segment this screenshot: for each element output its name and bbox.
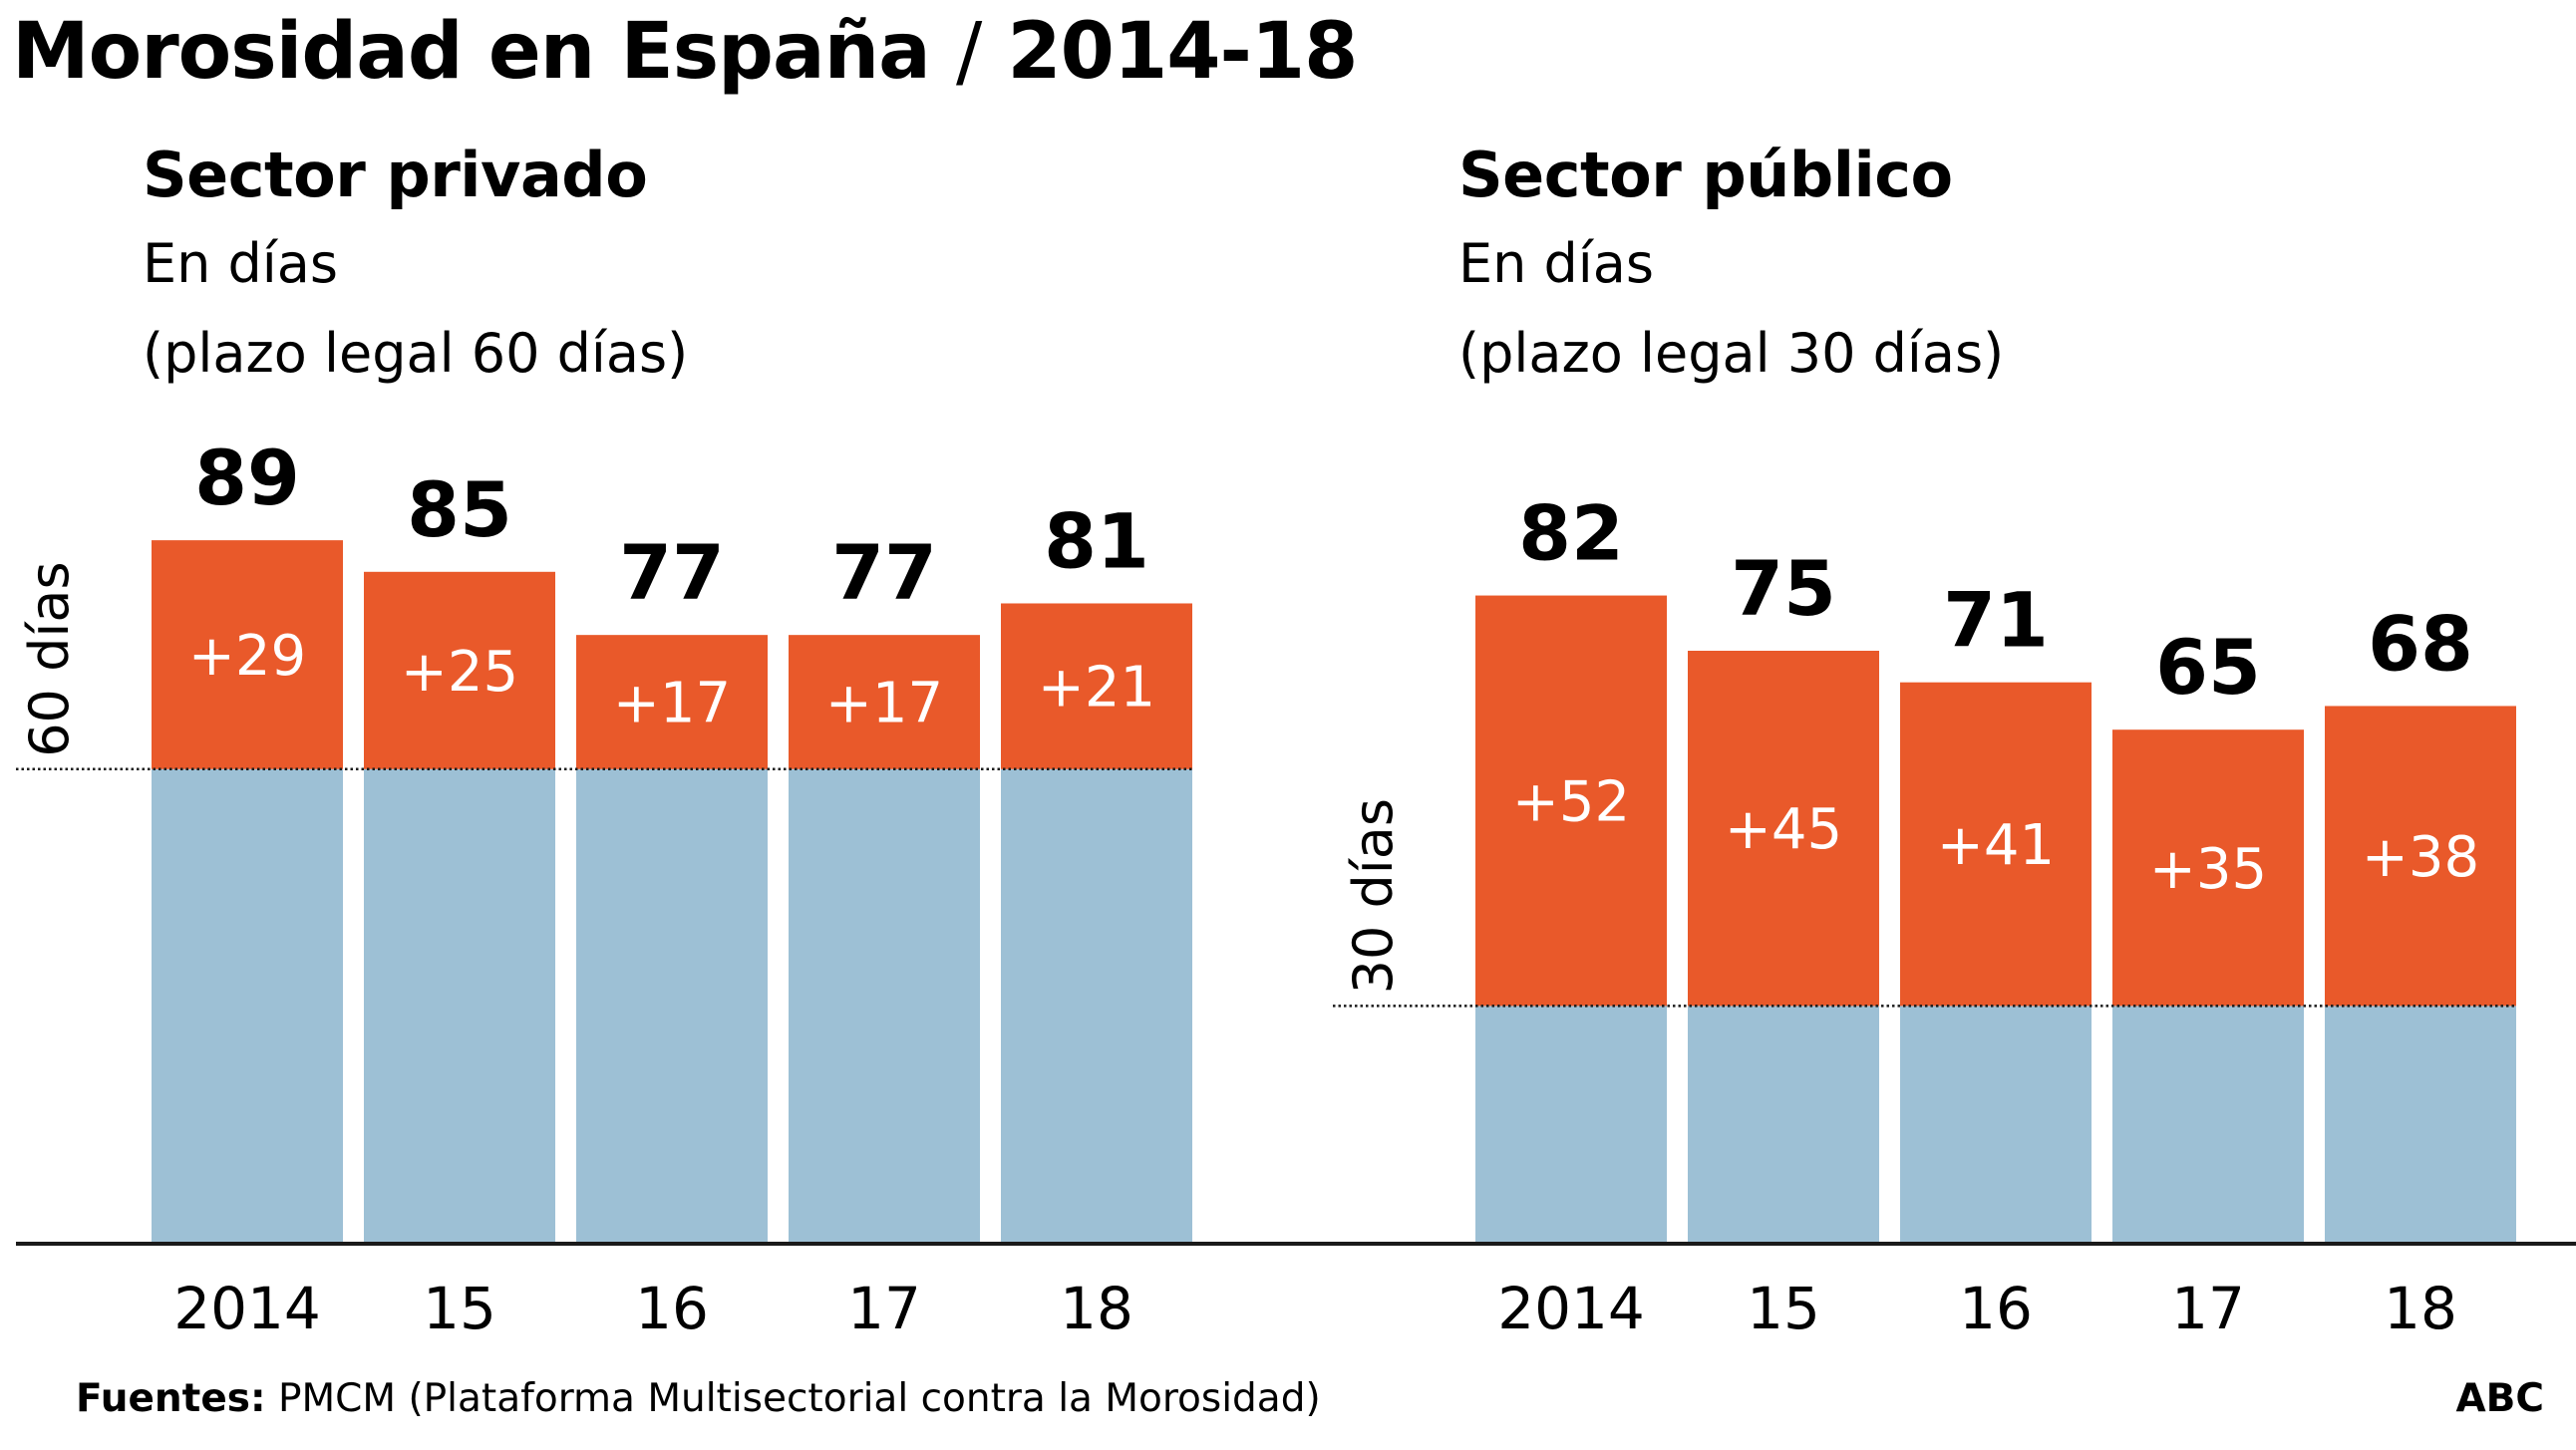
data-label-excess: +29 [188, 624, 306, 689]
panel-subtitle-privado: En días (plazo legal 60 días) [143, 219, 688, 399]
bar-base-publico-3 [2112, 1006, 2304, 1243]
bar-excess-publico-4 [2325, 706, 2516, 1007]
bar-base-privado-1 [364, 768, 555, 1243]
panel-title-privado: Sector privado [143, 139, 648, 211]
x-tick-label: 18 [1060, 1275, 1133, 1342]
data-label-total: 82 [1518, 489, 1624, 578]
data-label-excess: +52 [1512, 769, 1630, 834]
panel-subtitle-publico: En días (plazo legal 30 días) [1458, 219, 2004, 399]
data-label-total: 71 [1943, 576, 2049, 665]
legal-limit-label-privado: 60 días [18, 561, 81, 756]
bar-excess-privado-2 [576, 635, 768, 769]
bar-base-privado-3 [789, 768, 980, 1243]
data-label-excess: +45 [1725, 797, 1842, 862]
bar-excess-publico-3 [2112, 729, 2304, 1007]
footer-source: Fuentes: PMCM (Plataforma Multisectorial… [76, 1375, 1321, 1423]
panel-subtitle-unit: En días [1458, 232, 1655, 295]
bar-excess-privado-4 [1001, 603, 1192, 769]
data-label-total: 75 [1731, 544, 1836, 633]
bar-excess-privado-3 [789, 635, 980, 769]
data-label-excess: +17 [613, 671, 731, 735]
bar-excess-privado-1 [364, 571, 555, 769]
x-tick-label: 15 [423, 1275, 496, 1342]
bar-excess-publico-2 [1900, 682, 2092, 1007]
chart-title-period: 2014-18 [1007, 7, 1358, 97]
data-label-total: 65 [2155, 623, 2261, 712]
x-tick-label: 2014 [1497, 1275, 1645, 1342]
bar-excess-publico-1 [1688, 651, 1879, 1007]
panel-subtitle-unit: En días [143, 232, 339, 295]
data-label-total: 85 [407, 465, 512, 554]
bar-base-privado-2 [576, 768, 768, 1243]
data-label-total: 68 [2368, 599, 2473, 688]
panel-subtitle-legal-term: (plazo legal 30 días) [1458, 322, 2005, 385]
footer-source-text: PMCM (Plataforma Multisectorial contra l… [278, 1376, 1321, 1421]
x-tick-label: 16 [635, 1275, 709, 1342]
chart-title-main: Morosidad en España [12, 7, 931, 97]
x-tick-label: 17 [2171, 1275, 2245, 1342]
bar-excess-privado-0 [152, 540, 343, 769]
x-tick-label: 15 [1747, 1275, 1820, 1342]
x-tick-label: 2014 [173, 1275, 321, 1342]
footer-source-label: Fuentes: [76, 1376, 266, 1421]
panel-title-publico: Sector público [1458, 139, 1953, 211]
bar-excess-publico-0 [1475, 595, 1667, 1007]
data-label-excess: +35 [2149, 837, 2267, 902]
bar-base-privado-0 [152, 768, 343, 1243]
bar-base-publico-0 [1475, 1006, 1667, 1243]
data-label-excess: +25 [401, 640, 518, 705]
data-label-excess: +21 [1038, 656, 1155, 721]
legal-limit-label-publico: 30 días [1342, 798, 1405, 994]
x-tick-label: 17 [847, 1275, 921, 1342]
data-label-excess: +41 [1937, 813, 2055, 878]
x-tick-label: 18 [2384, 1275, 2457, 1342]
data-label-total: 77 [831, 528, 937, 617]
bar-base-publico-1 [1688, 1006, 1879, 1243]
bar-base-publico-2 [1900, 1006, 2092, 1243]
chart-title: Morosidad en España / 2014-18 [12, 4, 1358, 100]
bar-base-publico-4 [2325, 1006, 2516, 1243]
data-label-excess: +17 [825, 671, 943, 735]
chart-title-separator: / [955, 7, 982, 97]
brand-logo: ABC [2455, 1376, 2544, 1421]
data-label-total: 81 [1044, 496, 1149, 585]
data-label-total: 77 [619, 528, 725, 617]
data-label-total: 89 [194, 434, 300, 522]
bar-base-privado-4 [1001, 768, 1192, 1243]
data-label-excess: +38 [2362, 825, 2479, 890]
panel-subtitle-legal-term: (plazo legal 60 días) [143, 322, 689, 385]
x-tick-label: 16 [1959, 1275, 2033, 1342]
